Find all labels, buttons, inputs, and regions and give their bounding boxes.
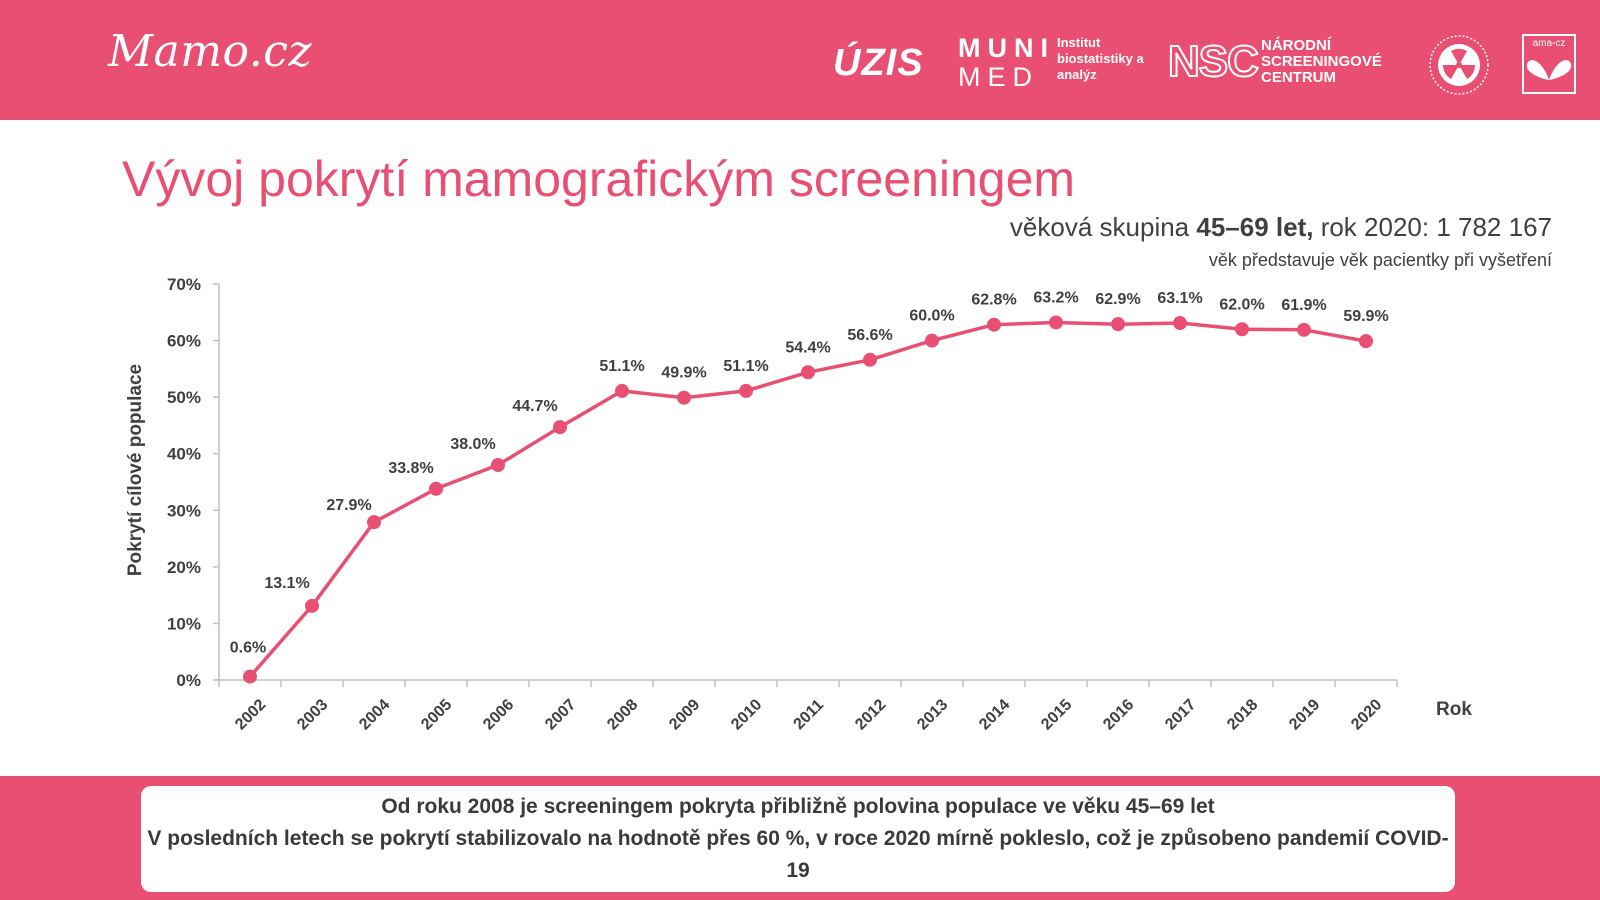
x-tick-label: 2006 <box>480 696 517 733</box>
x-tick-label: 2008 <box>604 696 641 733</box>
x-tick-label: 2012 <box>852 696 889 733</box>
x-tick-label: 2002 <box>232 696 269 733</box>
x-tick-label: 2003 <box>294 696 331 733</box>
coverage-line-chart: 0% 10% 20% 30% 40% 50% 60% 70% 2002 2003 2004 2005… <box>125 275 1472 733</box>
subtitle-age-group: 45–69 let, <box>1196 212 1314 242</box>
x-tick-label: 2019 <box>1286 696 1323 733</box>
data-label: 54.4% <box>785 339 830 356</box>
y-tick-label: 30% <box>167 501 201 520</box>
muni-med-logo: MUNI MED <box>958 34 1055 92</box>
uzis-logo-text: ÚZIS <box>833 42 924 84</box>
data-point <box>1359 334 1373 349</box>
x-tick-label: 2011 <box>791 696 828 733</box>
data-point <box>801 365 815 380</box>
data-point <box>553 420 567 435</box>
data-point <box>305 598 319 613</box>
ama-cz-logo: ama-cz <box>1522 34 1576 94</box>
x-tick-label: 2015 <box>1038 696 1075 733</box>
nsc-logo-text: NÁRODNÍ SCREENINGOVÉ CENTRUM <box>1261 37 1382 86</box>
x-tick-label: 2014 <box>976 696 1013 733</box>
summary-line-2: V posledních letech se pokrytí stabilizo… <box>147 827 1449 882</box>
ama-logo-text: ama-cz <box>1532 38 1566 49</box>
x-axis-title: Rok <box>1436 699 1472 720</box>
data-point <box>677 390 691 405</box>
muni-logo-line2: MED <box>958 62 1039 92</box>
y-axis-title: Pokrytí cílové populace <box>125 364 146 576</box>
subtitle-prefix: věková skupina <box>1009 212 1197 242</box>
header-bar: Mamo.cz ÚZIS ČR MUNI MED Institut biosta… <box>0 0 1600 120</box>
data-label: 62.8% <box>971 292 1016 309</box>
data-point <box>925 333 939 348</box>
data-label: 61.9% <box>1281 297 1326 314</box>
data-point <box>739 383 753 398</box>
x-tick-label: 2005 <box>418 696 455 733</box>
data-label: 44.7% <box>512 398 557 415</box>
data-point <box>243 669 257 684</box>
x-tick-label: 2013 <box>914 696 951 733</box>
data-points <box>243 315 1373 684</box>
data-label: 0.6% <box>230 640 266 657</box>
data-point <box>1049 315 1063 330</box>
y-tick-label: 60% <box>167 332 201 351</box>
radiation-icon <box>1429 35 1489 95</box>
data-label: 27.9% <box>326 497 371 514</box>
chart-subtitle: věková skupina 45–69 let, rok 2020: 1 78… <box>1010 212 1552 243</box>
data-point <box>491 458 505 473</box>
data-label: 33.8% <box>388 460 433 477</box>
data-label: 13.1% <box>264 575 309 592</box>
y-tick-label: 40% <box>167 445 201 464</box>
data-point <box>1297 322 1311 337</box>
y-tick-label: 0% <box>176 671 201 690</box>
data-point <box>1173 316 1187 331</box>
data-label: 38.0% <box>450 436 495 453</box>
x-tick-label: 2010 <box>728 696 765 733</box>
data-point <box>863 352 877 367</box>
x-tick-label: 2009 <box>666 696 703 733</box>
x-tick-label: 2004 <box>356 696 393 733</box>
chart-note: věk představuje věk pacientky při vyšetř… <box>1208 250 1552 270</box>
y-tick-label: 50% <box>167 388 201 407</box>
data-label: 63.1% <box>1157 290 1202 307</box>
data-point <box>429 481 443 496</box>
ibs-logo-text: Institut biostatistiky a analýz <box>1057 35 1144 82</box>
muni-logo-line1: MUNI <box>958 33 1055 63</box>
data-label: 59.9% <box>1343 308 1388 325</box>
subtitle-suffix: rok 2020: 1 782 167 <box>1313 212 1552 242</box>
summary-line-1: Od roku 2008 je screeningem pokryta přib… <box>381 795 1215 818</box>
data-point <box>1111 317 1125 332</box>
butterfly-icon <box>1526 60 1572 80</box>
y-tick-label: 10% <box>167 614 201 633</box>
data-label: 63.2% <box>1033 289 1078 306</box>
y-tick-label: 70% <box>167 275 201 294</box>
summary-box: Od roku 2008 je screeningem pokryta přib… <box>141 786 1455 892</box>
x-tick-label: 2017 <box>1162 696 1199 733</box>
nsc-logo-mark: NSC <box>1167 37 1260 87</box>
data-label: 51.1% <box>599 358 644 375</box>
brand-logo[interactable]: Mamo.cz <box>108 26 313 77</box>
data-label: 62.0% <box>1219 296 1264 313</box>
y-axis: 0% 10% 20% 30% 40% 50% 60% 70% <box>167 275 220 690</box>
x-tick-label: 2007 <box>542 696 579 733</box>
x-axis: 2002 2003 2004 2005 2006 2007 2008 2009 2010 2011… <box>218 679 1398 733</box>
data-point <box>615 383 629 398</box>
data-label: 49.9% <box>661 365 706 382</box>
x-tick-label: 2016 <box>1100 696 1137 733</box>
data-labels: 0.6% 13.1% 27.9% 33.8% 38.0% 44.7% 51.1% 49.9% 5… <box>230 289 1389 656</box>
data-label: 62.9% <box>1095 291 1140 308</box>
x-tick-label: 2020 <box>1348 696 1385 733</box>
x-tick-label: 2018 <box>1224 696 1261 733</box>
data-point <box>987 317 1001 332</box>
data-label: 60.0% <box>909 308 954 325</box>
data-point <box>1235 322 1249 337</box>
page-title: Vývoj pokrytí mamografickým screeningem <box>122 151 1076 207</box>
data-label: 51.1% <box>723 358 768 375</box>
data-point <box>367 515 381 530</box>
data-label: 56.6% <box>847 327 892 344</box>
y-tick-label: 20% <box>167 558 201 577</box>
